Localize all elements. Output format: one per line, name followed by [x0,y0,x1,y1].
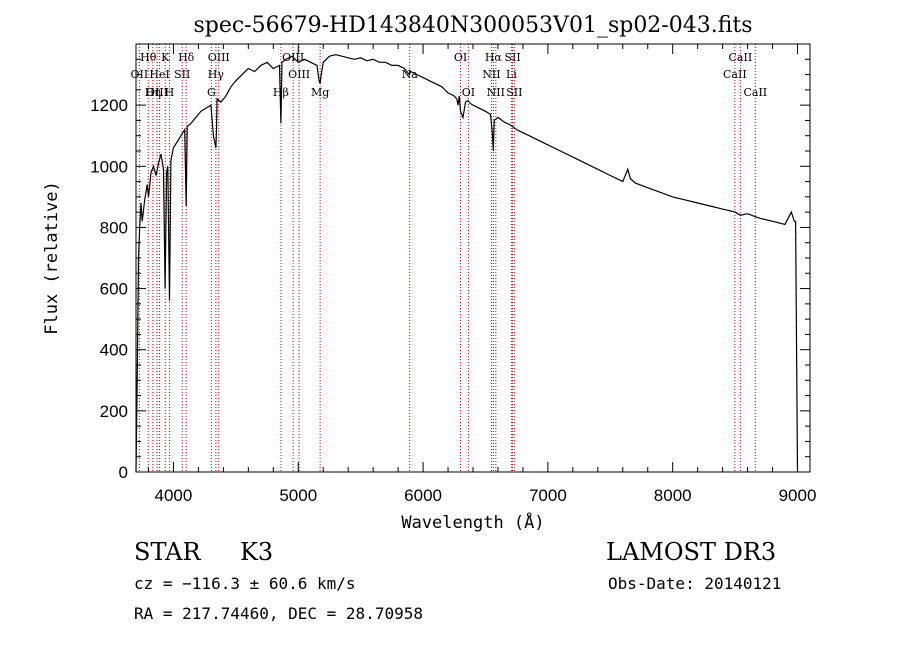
spectrum-line [135,54,799,473]
line-label: Hη [145,86,161,99]
y-tick-label: 200 [100,402,128,421]
line-label: K [161,51,170,64]
line-label: OIII [146,86,168,99]
line-label: SII [506,86,522,99]
line-label: CaII [743,86,767,99]
chart-title: spec-56679-HD143840N300053V01_sp02-043.f… [193,13,752,38]
x-tick-label: 4000 [155,486,193,505]
line-label: CaII [723,68,747,81]
line-label: H [165,86,175,99]
line-label: Hδ [178,51,195,64]
line-label: NII [482,68,500,81]
line-label: CaII [729,51,753,64]
y-tick-label: 400 [100,341,128,360]
y-tick-label: 1000 [90,157,128,176]
line-label: OI [454,51,467,64]
line-label: Mg [311,86,329,99]
plot-frame [135,43,811,473]
x-tick-label: 5000 [279,486,317,505]
object-class: STAR [134,538,201,566]
line-label: NII [487,86,505,99]
line-label: Na [402,68,419,81]
line-label: OIII [208,51,230,64]
spectral-subclass: K3 [240,538,274,566]
x-tick-label: 9000 [779,486,817,505]
x-tick-label: 7000 [529,486,567,505]
line-label: HeI [149,68,169,81]
line-label: OI [462,86,475,99]
line-label: OIII [288,68,310,81]
x-tick-label: 6000 [404,486,442,505]
survey-label: LAMOST DR3 [606,538,777,566]
line-label: Hα [485,51,503,64]
line-label: Hθ [140,51,157,64]
obs-date: Obs-Date: 20140121 [608,574,782,593]
line-label: SII [174,68,190,81]
y-tick-label: 1200 [90,96,128,115]
line-label: Hγ [208,68,225,81]
y-tick-label: 800 [100,218,128,237]
line-label: SII [504,51,520,64]
line-label: G [207,86,216,99]
y-tick-label: 0 [119,463,128,482]
x-axis-label: Wavelength (Å) [401,511,544,533]
y-axis-label: Flux (relative) [42,181,62,335]
y-tick-label: 600 [100,280,128,299]
line-label: Li [506,68,517,81]
coordinates: RA = 217.74460, DEC = 28.70958 [134,604,423,623]
line-label: Hβ [273,86,289,99]
redshift-text: cz = −116.3 ± 60.6 km/s [134,574,356,593]
line-label: OIII [282,51,304,64]
x-tick-label: 8000 [654,486,692,505]
